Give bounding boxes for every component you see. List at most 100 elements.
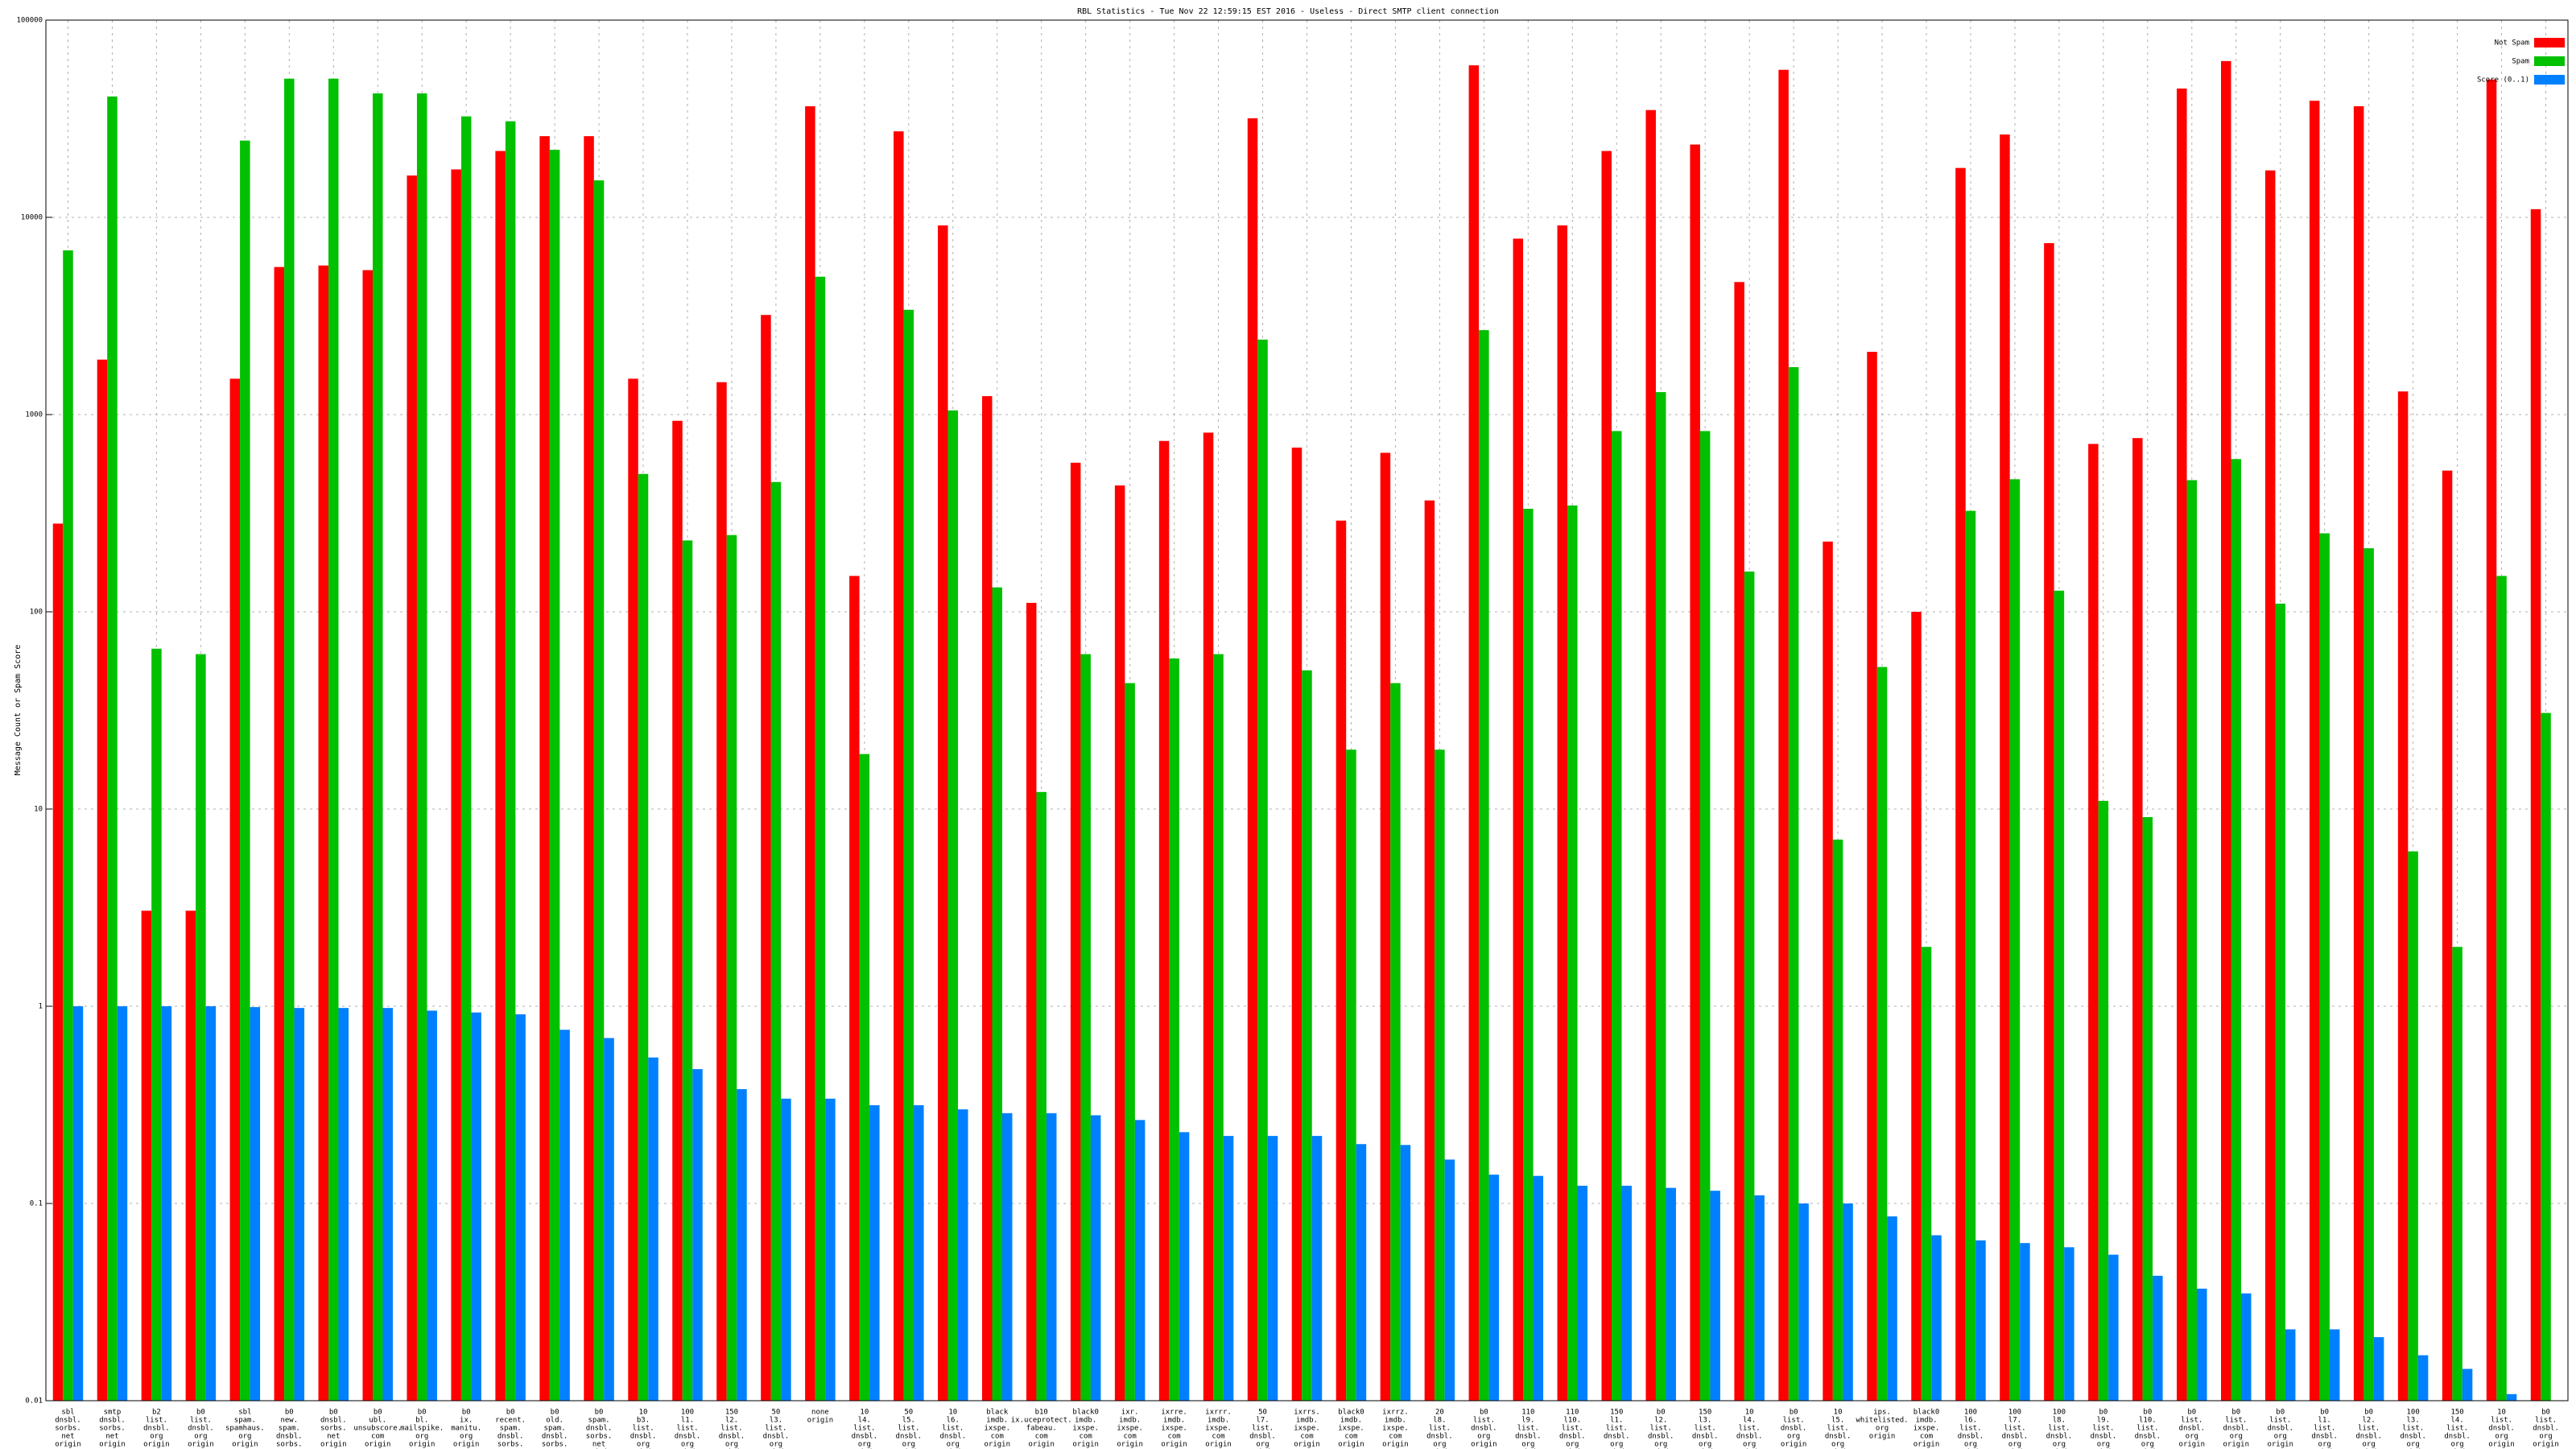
x-tick-label: list. — [1739, 1425, 1761, 1433]
bar — [72, 1006, 84, 1401]
bar — [2363, 548, 2374, 1401]
x-tick-label: list. — [2446, 1425, 2468, 1433]
x-tick-label: origin — [365, 1441, 391, 1449]
bar — [1513, 238, 1524, 1402]
x-tick-label: spam. — [234, 1417, 256, 1425]
x-tick-label: l2. — [725, 1417, 738, 1425]
x-tick-label: 150 — [2450, 1409, 2463, 1417]
x-tick-label: list. — [720, 1425, 742, 1433]
x-tick-label: org — [2053, 1441, 2066, 1449]
x-tick-label: dnsbl. — [2488, 1425, 2515, 1433]
bar — [1557, 225, 1568, 1401]
x-tick-label: list. — [676, 1425, 698, 1433]
bar — [815, 276, 826, 1402]
x-tick-label: spam. — [279, 1425, 300, 1433]
x-tick-label: l3. — [2406, 1417, 2419, 1425]
x-tick-label: com — [1344, 1433, 1357, 1441]
x-tick-label: imdb. — [1915, 1417, 1937, 1425]
x-tick-label: imdb. — [1163, 1417, 1185, 1425]
x-tick-label: 100 — [681, 1409, 694, 1417]
x-tick-label: b0 — [1790, 1409, 1798, 1417]
bar — [2064, 1247, 2074, 1401]
bar — [196, 654, 206, 1401]
bar — [2442, 470, 2453, 1402]
bar — [1424, 500, 1435, 1402]
x-tick-label: dnsbl. — [1692, 1433, 1719, 1441]
x-tick-label: org — [2097, 1441, 2110, 1449]
bar — [604, 1038, 614, 1401]
x-tick-label: org — [2274, 1433, 2287, 1441]
bar — [1832, 839, 1843, 1401]
bar — [52, 523, 64, 1401]
x-tick-label: sorbs. — [320, 1425, 347, 1433]
x-tick-label: list. — [898, 1425, 919, 1433]
bar — [1080, 654, 1091, 1401]
bar — [726, 535, 737, 1401]
x-tick-label: dnsbl. — [1426, 1433, 1453, 1441]
x-tick-label: list. — [1429, 1425, 1451, 1433]
x-tick-label: org — [681, 1441, 694, 1449]
bar — [2054, 590, 2065, 1401]
x-tick-label: recent. — [495, 1417, 526, 1425]
x-tick-label: org — [194, 1433, 207, 1441]
x-tick-label: l8. — [2053, 1417, 2066, 1425]
bar — [2397, 391, 2409, 1401]
x-tick-label: list. — [2048, 1425, 2070, 1433]
bar — [382, 1008, 393, 1401]
x-tick-label: dnsbl. — [2046, 1433, 2073, 1441]
legend-swatch — [2534, 75, 2565, 85]
x-tick-label: org — [1787, 1433, 1800, 1441]
x-tick-label: unsubscore. — [353, 1425, 402, 1433]
x-tick-label: list. — [2004, 1425, 2025, 1433]
x-tick-label: origin — [55, 1441, 81, 1449]
x-tick-label: spam. — [500, 1425, 522, 1433]
x-tick-label: ixspe. — [1913, 1425, 1940, 1433]
x-tick-label: ixrrz. — [1382, 1409, 1409, 1417]
x-tick-label: origin — [1117, 1441, 1143, 1449]
x-tick-label: dnsbl. — [896, 1433, 923, 1441]
x-tick-label: l5. — [902, 1417, 915, 1425]
x-tick-label: b0 — [2143, 1409, 2152, 1417]
x-tick-label: ixr. — [1121, 1409, 1139, 1417]
bar — [781, 1098, 791, 1401]
x-tick-label: org — [1610, 1441, 1623, 1449]
x-tick-label: 110 — [1566, 1409, 1579, 1417]
bar — [2373, 1337, 2384, 1401]
x-tick-label: l8. — [1433, 1417, 1446, 1425]
x-tick-label: spam. — [588, 1417, 610, 1425]
x-tick-label: origin — [1869, 1433, 1896, 1441]
y-tick-label: 10 — [34, 806, 43, 814]
x-tick-label: org — [2318, 1441, 2331, 1449]
x-tick-label: b0 — [418, 1409, 427, 1417]
bar — [1876, 667, 1888, 1401]
x-tick-label: origin — [1781, 1441, 1807, 1449]
x-tick-label: l6. — [1964, 1417, 1977, 1425]
x-tick-label: origin — [188, 1441, 214, 1449]
x-tick-label: dnsbl. — [1781, 1425, 1807, 1433]
x-tick-label: com — [1389, 1433, 1402, 1441]
bar — [914, 1104, 924, 1401]
bar — [460, 116, 472, 1401]
bar — [2098, 800, 2109, 1401]
x-tick-label: list. — [2092, 1425, 2114, 1433]
x-tick-label: l4. — [858, 1417, 871, 1425]
x-tick-label: b0 — [462, 1409, 471, 1417]
x-tick-label: black — [986, 1409, 1009, 1417]
bar — [1435, 749, 1445, 1401]
bar — [2221, 60, 2231, 1402]
bar — [1479, 330, 1489, 1402]
x-tick-label: org — [1521, 1441, 1534, 1449]
x-tick-label: origin — [453, 1441, 480, 1449]
x-tick-label: origin — [1161, 1441, 1187, 1449]
x-tick-label: list. — [2358, 1425, 2380, 1433]
x-tick-label: b0 — [2276, 1409, 2285, 1417]
bar — [427, 1010, 437, 1401]
bar — [947, 410, 959, 1402]
bar — [1955, 167, 1966, 1401]
bar — [1203, 432, 1214, 1401]
x-tick-label: org — [725, 1441, 738, 1449]
x-tick-label: l9. — [2097, 1417, 2110, 1425]
bar — [1655, 392, 1666, 1402]
x-tick-label: ixspe. — [1161, 1425, 1187, 1433]
x-tick-label: origin — [1338, 1441, 1364, 1449]
